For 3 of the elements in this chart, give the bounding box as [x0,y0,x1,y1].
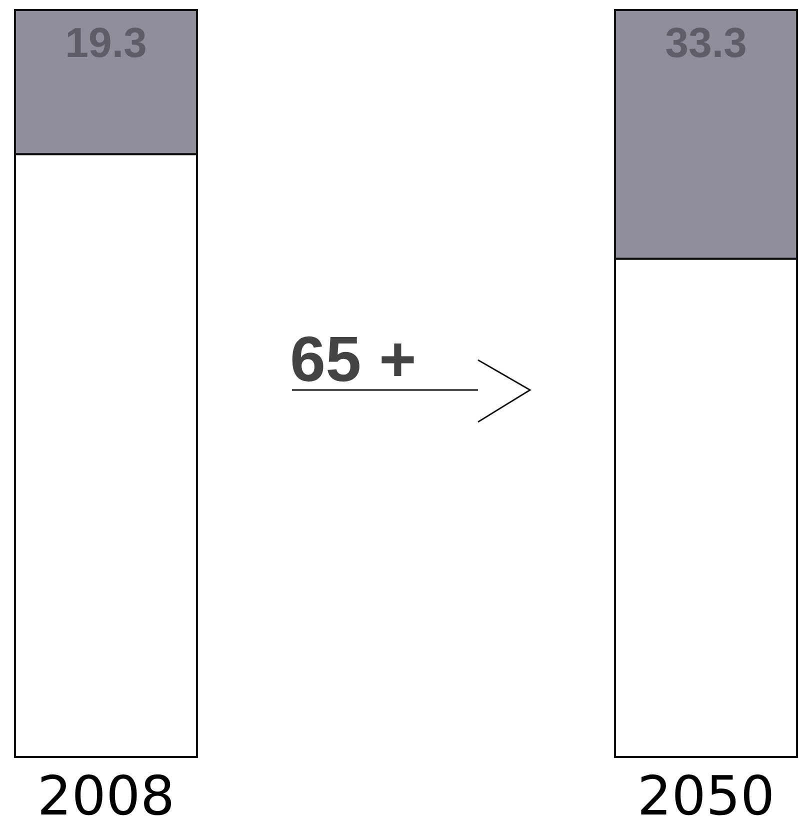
annotation: 65 + [290,322,416,396]
x-tick-label: 2008 [37,764,175,828]
x-tick-label: 2050 [637,764,775,828]
